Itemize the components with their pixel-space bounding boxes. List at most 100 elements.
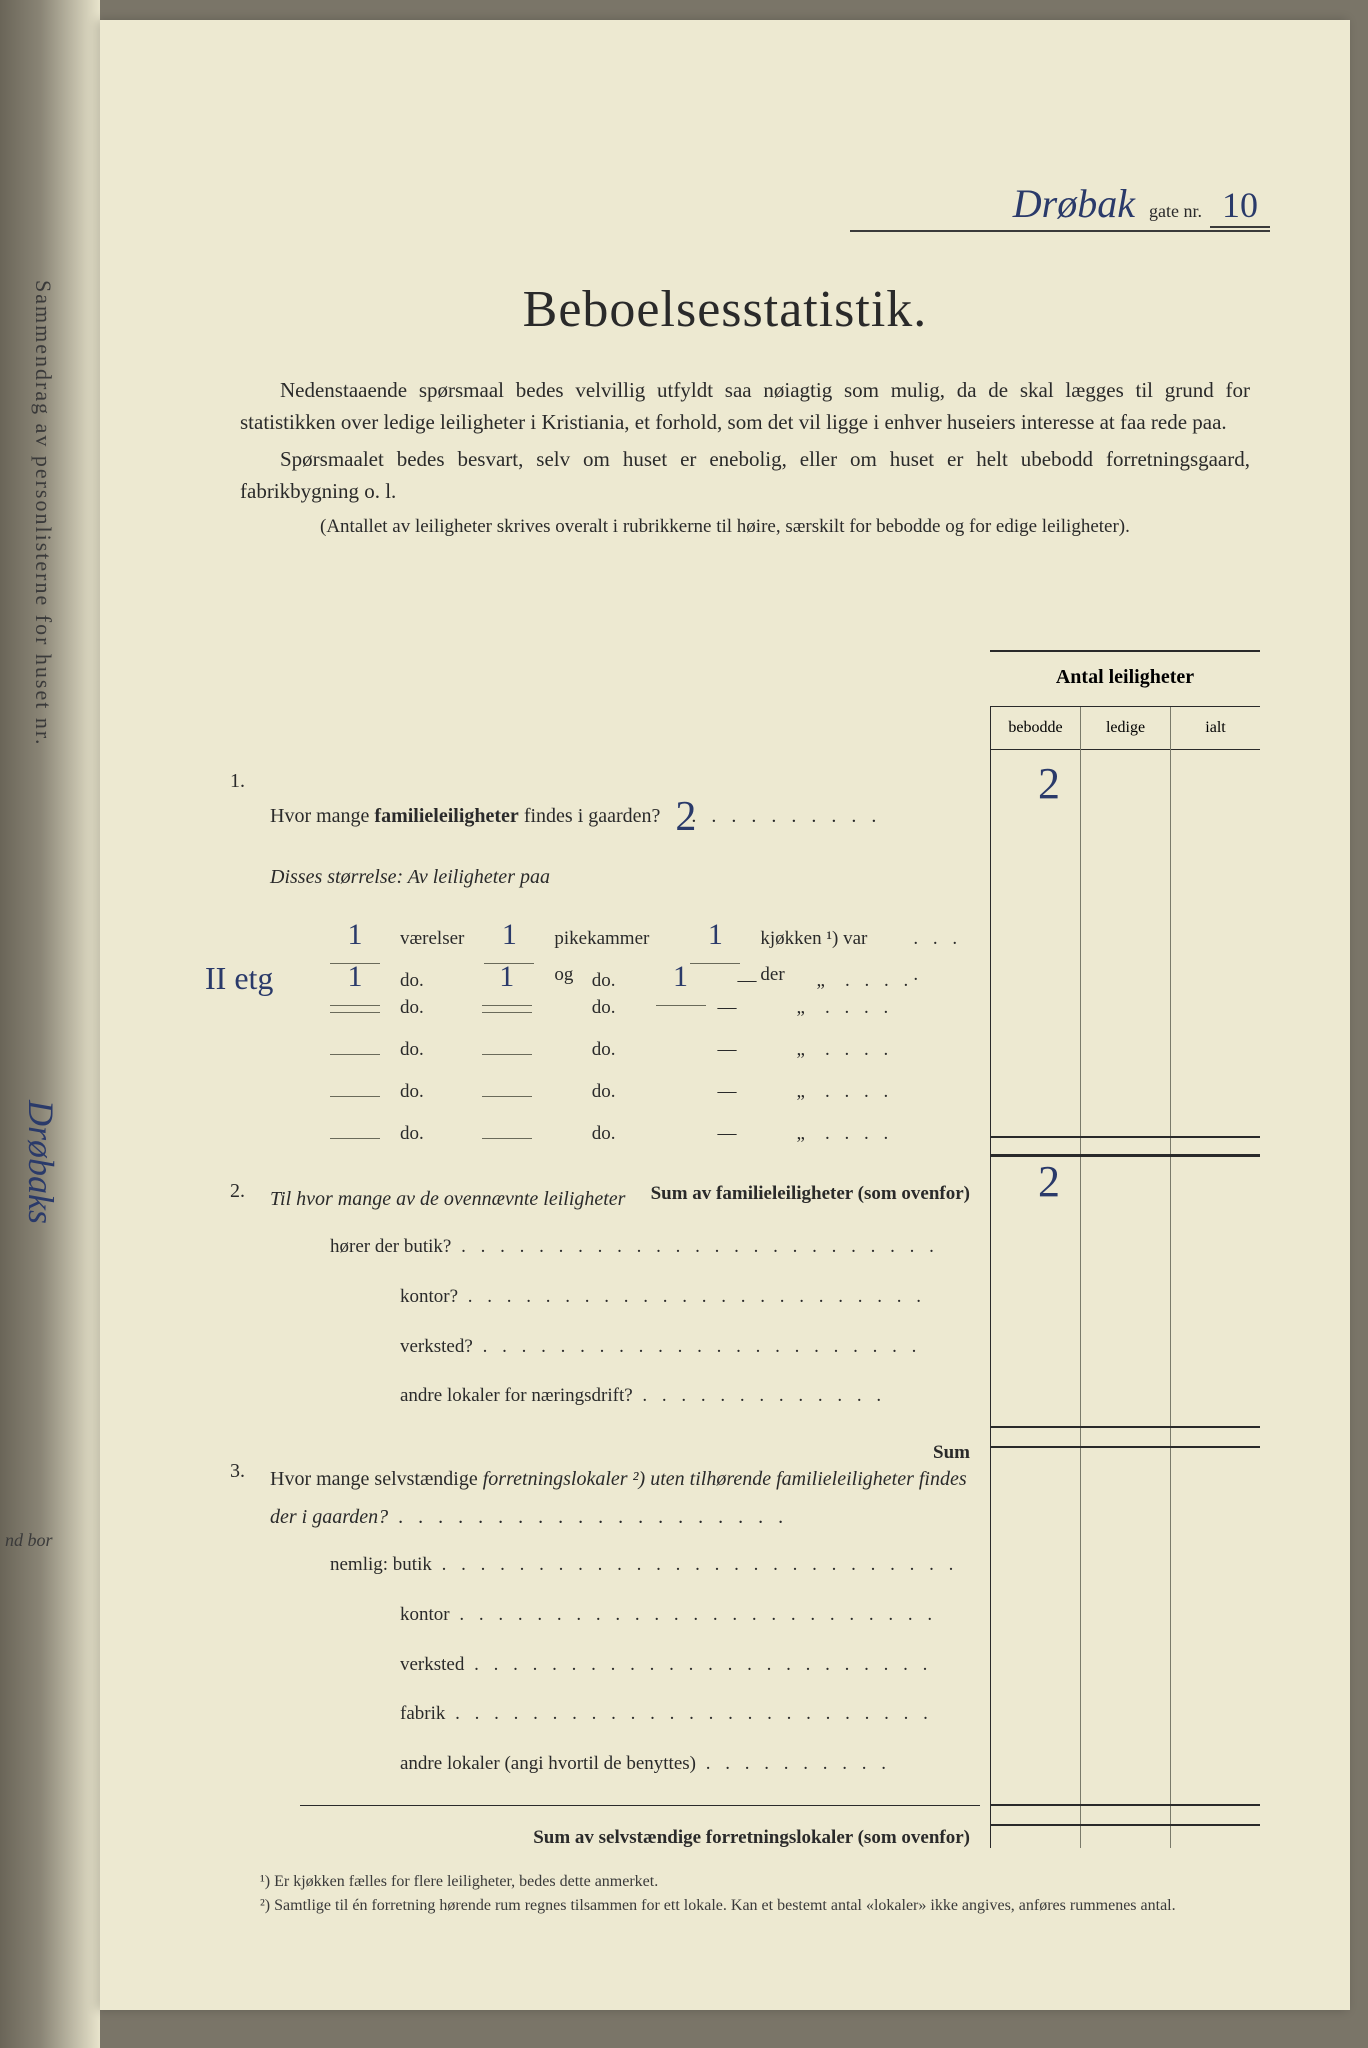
page-title: Beboelsesstatistik. bbox=[100, 280, 1350, 339]
dots: . . . . . . . . . . . . . . . . . . . . … bbox=[432, 1554, 959, 1575]
dots: . . . . . . . . . . . . . bbox=[633, 1385, 887, 1406]
blank bbox=[330, 1012, 380, 1013]
lbl-do: do. bbox=[400, 1116, 424, 1152]
sum-divider-1b bbox=[990, 1154, 1260, 1157]
dots: . . . . . . . . . . . . . . . . . . . . … bbox=[451, 1236, 939, 1257]
room-rows: 1værelser 1pikekammer og 1kjøkken ¹) var… bbox=[330, 906, 980, 1158]
q2-l4t: andre lokaler for næringsdrift? bbox=[400, 1385, 633, 1406]
col-bebodde: bebodde bbox=[990, 707, 1080, 749]
dots: . . . . . . . . . . . . . . . . . . . . bbox=[388, 1506, 788, 1528]
q2-l1: hører der butik? . . . . . . . . . . . .… bbox=[330, 1226, 980, 1268]
q3-nemlig: nemlig: butik . . . . . . . . . . . . . … bbox=[330, 1544, 980, 1586]
margin-note: II etg bbox=[205, 948, 273, 1009]
blank bbox=[482, 1138, 532, 1139]
dots: . . . . . . . . . . bbox=[691, 805, 881, 827]
col-ledige: ledige bbox=[1080, 707, 1170, 749]
sum-divider-1 bbox=[990, 1136, 1260, 1138]
q3-l3: fabrik . . . . . . . . . . . . . . . . .… bbox=[400, 1693, 980, 1735]
q1-text: Hvor mange familieleiligheter findes i g… bbox=[270, 770, 980, 1212]
q1-text-c: findes i gaarden? bbox=[519, 805, 661, 827]
blank bbox=[330, 1096, 380, 1097]
room-row-3: do. do. — „ . . . . bbox=[330, 990, 980, 1032]
lbl-quote: „ bbox=[797, 1074, 805, 1110]
room-row-1: 1værelser 1pikekammer og 1kjøkken ¹) var… bbox=[330, 906, 980, 948]
lbl-dash: — bbox=[718, 1116, 737, 1152]
q2-l1t: hører der butik? bbox=[330, 1236, 451, 1257]
q3-l4: andre lokaler (angi hvortil de benyttes)… bbox=[400, 1743, 980, 1785]
lbl-dash: — bbox=[718, 1074, 737, 1110]
q1-text-b: familieleiligheter bbox=[374, 805, 518, 827]
gate-number: 10 bbox=[1210, 184, 1270, 228]
lbl-quote: „ bbox=[797, 1032, 805, 1068]
q3-l2t: verksted bbox=[400, 1654, 464, 1675]
q2-l3t: verksted? bbox=[400, 1336, 473, 1357]
side-handwriting: Drøbaks bbox=[20, 1100, 62, 1224]
dots: . . . . bbox=[825, 1074, 893, 1110]
q3-l4t: andre lokaler (angi hvortil de benyttes) bbox=[400, 1753, 696, 1774]
dots: . . . . . . . . . . bbox=[696, 1753, 891, 1774]
scan-background: Sammendrag av personlisterne for huset n… bbox=[0, 0, 1368, 2048]
blank bbox=[330, 1138, 380, 1139]
sub-headers: bebodde ledige ialt bbox=[990, 706, 1260, 750]
q1-inline-answer: 2 bbox=[675, 794, 696, 840]
lbl-do: do. bbox=[592, 1116, 616, 1152]
dots: . . . . . . . . . . . . . . . . . . . . … bbox=[473, 1336, 922, 1357]
street-name-handwritten: Drøbak bbox=[1013, 181, 1135, 226]
gate-label: gate nr. bbox=[1149, 201, 1202, 221]
blank bbox=[330, 1054, 380, 1055]
room-row-2: II etg 1do. 1do. 1— „ . . . . bbox=[330, 948, 980, 990]
lbl-do: do. bbox=[592, 990, 616, 1026]
header-street-line: Drøbak gate nr. 10 bbox=[850, 180, 1270, 232]
question-1: 1. Hvor mange familieleiligheter findes … bbox=[240, 770, 980, 1212]
intro-p1: Nedenstaaende spørsmaal bedes velvillig … bbox=[240, 375, 1250, 438]
q3-b: forretningslokaler ²) bbox=[483, 1468, 645, 1490]
intro-p2: Spørsmaalet bedes besvart, selv om huset… bbox=[240, 444, 1250, 507]
side-vertical-text: Sammendrag av personlisterne for huset n… bbox=[30, 280, 56, 746]
q1-sum-bebodde: 2 bbox=[1038, 1156, 1060, 1207]
lbl-do: do. bbox=[592, 1032, 616, 1068]
sum-divider-2b bbox=[990, 1446, 1260, 1448]
lbl-do: do. bbox=[400, 1074, 424, 1110]
form-page: Drøbak gate nr. 10 Beboelsesstatistik. N… bbox=[100, 20, 1350, 2010]
q1-subtitle: Disses størrelse: Av leiligheter paa bbox=[270, 858, 980, 896]
q3-l1: kontor . . . . . . . . . . . . . . . . .… bbox=[400, 1594, 980, 1636]
q3-l2: verksted . . . . . . . . . . . . . . . .… bbox=[400, 1644, 980, 1686]
lbl-do: do. bbox=[400, 1032, 424, 1068]
q3-a: Hvor mange selvstændige bbox=[270, 1468, 483, 1490]
sum-divider-3b bbox=[990, 1824, 1260, 1826]
room-row-6: do. do. — „ . . . . bbox=[330, 1116, 980, 1158]
q2-l2t: kontor? bbox=[400, 1286, 458, 1307]
dots: . . . . . . . . . . . . . . . . . . . . … bbox=[458, 1286, 926, 1307]
blank bbox=[482, 1096, 532, 1097]
q3-rule bbox=[300, 1805, 980, 1806]
lbl-do: do. bbox=[592, 1074, 616, 1110]
side-bottom-text: nd bor bbox=[5, 1530, 53, 1551]
room-row-4: do. do. — „ . . . . bbox=[330, 1032, 980, 1074]
column-header: Antal leiligheter bbox=[990, 650, 1260, 703]
q3-l1t: kontor bbox=[400, 1604, 450, 1625]
blank bbox=[482, 1012, 532, 1013]
lbl-quote: „ bbox=[797, 1116, 805, 1152]
lbl-quote: „ bbox=[797, 990, 805, 1026]
intro-text: Nedenstaaende spørsmaal bedes velvillig … bbox=[240, 375, 1250, 548]
dots: . . . . . . . . . . . . . . . . . . . . … bbox=[450, 1604, 938, 1625]
intro-p3: (Antallet av leiligheter skrives overalt… bbox=[240, 513, 1250, 542]
footnote-2: ²) Samtlige til én forretning hørende ru… bbox=[284, 1894, 1260, 1918]
q2-num: 2. bbox=[230, 1180, 245, 1203]
footnotes: ¹) Er kjøkken fælles for flere leilighet… bbox=[260, 1870, 1260, 1918]
question-2: 2. Til hvor mange av de ovennævnte leili… bbox=[240, 1180, 980, 1471]
dots: . . . . . . . . . . . . . . . . . . . . … bbox=[445, 1703, 933, 1724]
q3-l3t: fabrik bbox=[400, 1703, 445, 1724]
q3-sum-label: Sum av selvstændige forretningslokaler (… bbox=[270, 1820, 980, 1856]
lbl-dash: — bbox=[718, 1032, 737, 1068]
dots: . . . . bbox=[825, 1116, 893, 1152]
q1-answer-bebodde: 2 bbox=[1038, 758, 1060, 809]
q2-text: Til hvor mange av de ovennævnte leilighe… bbox=[270, 1180, 980, 1471]
q2-l4: andre lokaler for næringsdrift? . . . . … bbox=[400, 1375, 980, 1417]
vline bbox=[1080, 748, 1081, 1848]
q3-nemlig-t: nemlig: butik bbox=[330, 1554, 432, 1575]
blank bbox=[482, 1054, 532, 1055]
q1-num: 1. bbox=[230, 770, 245, 793]
q3-text: Hvor mange selvstændige forretningslokal… bbox=[270, 1460, 980, 1856]
footnote-1: ¹) Er kjøkken fælles for flere leilighet… bbox=[284, 1870, 1260, 1894]
